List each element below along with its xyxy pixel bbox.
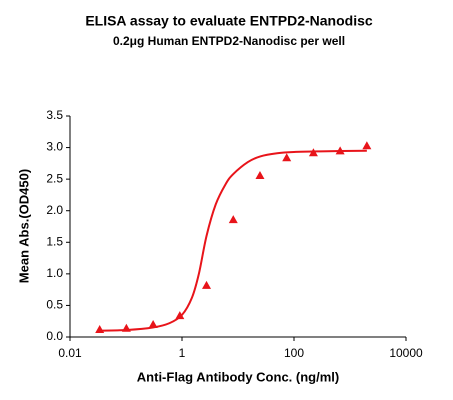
- y-tick-label: 3.0: [46, 140, 63, 154]
- x-tick-label: 0.01: [58, 346, 82, 360]
- data-point: [282, 153, 292, 162]
- y-tick-label: 1.0: [46, 266, 63, 280]
- data-point: [362, 141, 372, 150]
- y-tick-label: 1.5: [46, 234, 63, 248]
- data-point: [95, 325, 105, 334]
- x-tick-label: 1: [179, 346, 186, 360]
- y-tick-label: 0.0: [46, 329, 63, 343]
- chart-title: ELISA assay to evaluate ENTPD2-Nanodisc: [85, 13, 373, 29]
- y-tick-label: 3.5: [46, 108, 63, 122]
- chart-subtitle: 0.2μg Human ENTPD2-Nanodisc per well: [113, 34, 345, 48]
- data-point: [255, 170, 265, 179]
- data-point: [228, 215, 238, 224]
- y-tick-label: 2.0: [46, 203, 63, 217]
- y-axis-label: Mean Abs.(OD450): [16, 169, 31, 283]
- y-tick-label: 0.5: [46, 298, 63, 312]
- x-tick-label: 100: [284, 346, 304, 360]
- data-point: [175, 311, 185, 320]
- y-tick-label: 2.5: [46, 171, 63, 185]
- x-tick-label: 10000: [389, 346, 423, 360]
- data-point: [202, 280, 212, 289]
- fit-curve: [99, 149, 367, 332]
- data-point: [148, 320, 158, 329]
- x-axis-label: Anti-Flag Antibody Conc. (ng/ml): [137, 369, 339, 384]
